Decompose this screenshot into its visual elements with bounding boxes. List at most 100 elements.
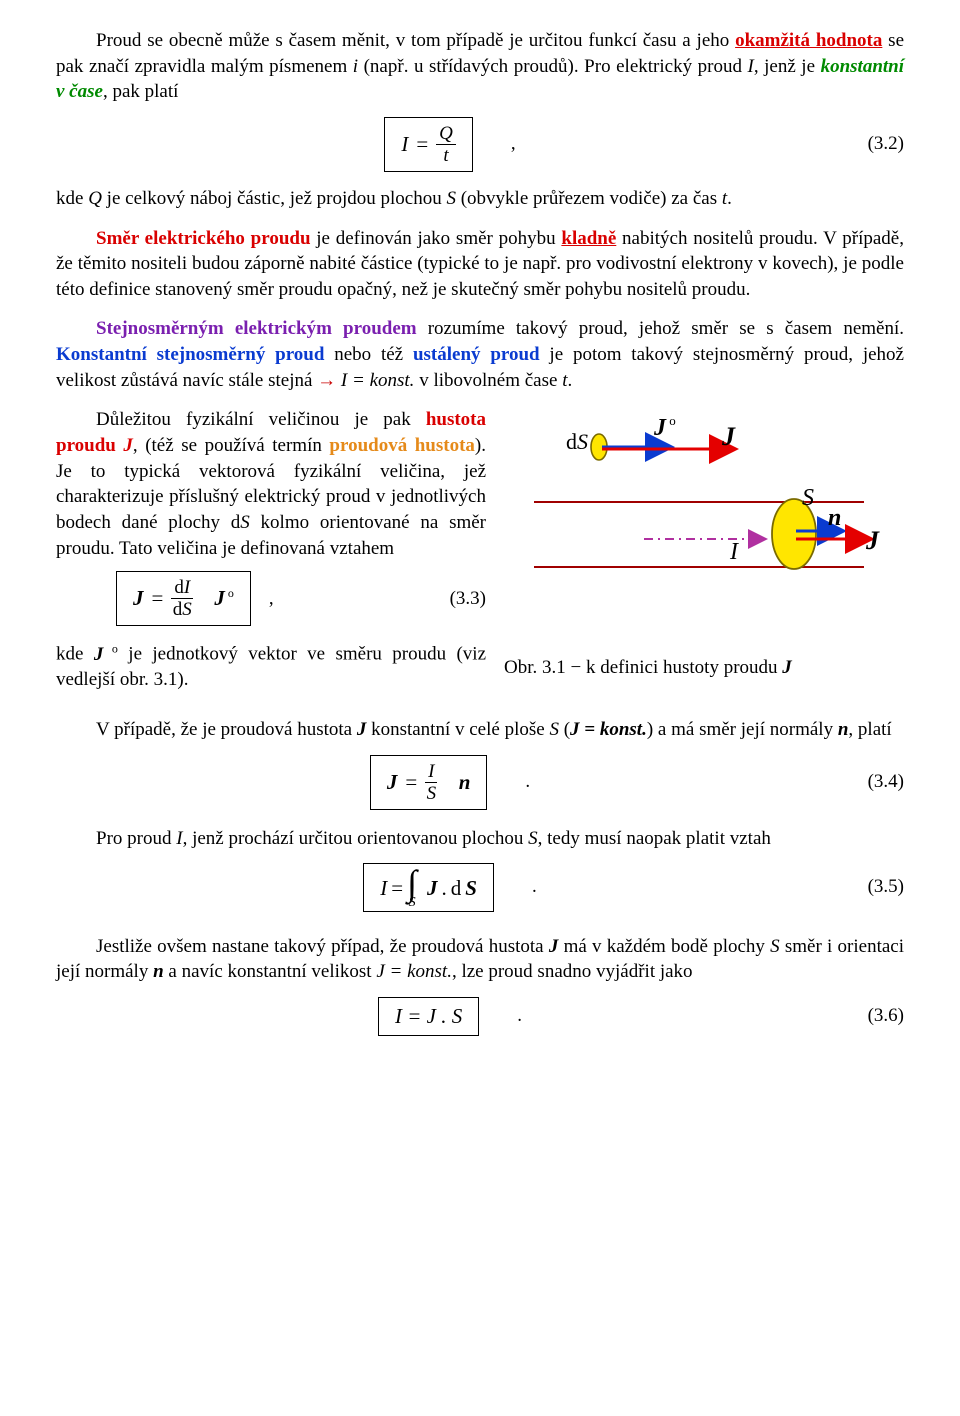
var-J: J xyxy=(782,657,792,678)
d: d xyxy=(451,876,462,901)
text: , jenž je xyxy=(754,56,821,77)
var-J: J xyxy=(357,719,367,740)
equation-3-4: J = I S n . (3.4) xyxy=(56,755,904,810)
text: Jestliže ovšem nastane takový případ, že… xyxy=(96,936,549,957)
term-kladne: kladně xyxy=(561,228,616,249)
paragraph-2: kde Q je celkový náboj částic, jež projd… xyxy=(56,186,904,212)
var-S: S xyxy=(182,599,192,620)
text: Důležitou fyzikální veličinou je pak xyxy=(96,409,426,430)
text: Pro proud xyxy=(96,828,176,849)
text: , (též se používá termín xyxy=(133,435,330,456)
text: , tedy musí naopak platit vztah xyxy=(538,828,771,849)
equation-number: (3.2) xyxy=(844,133,904,155)
term-hustota-J: J xyxy=(123,435,133,456)
svg-text:n: n xyxy=(828,505,841,531)
equation-3-6: I = J . S . (3.6) xyxy=(56,997,904,1036)
fraction: dI dS xyxy=(171,578,193,619)
var-n: n xyxy=(838,719,849,740)
term-smer: Směr elektrického proudu xyxy=(96,228,311,249)
text: . xyxy=(727,188,732,209)
text: je celkový náboj částic, jež projdou plo… xyxy=(102,188,447,209)
frac-den: t xyxy=(443,145,448,165)
text: v libovolném čase xyxy=(414,370,562,391)
arrow-icon: → xyxy=(317,370,336,391)
text: kde xyxy=(56,188,88,209)
var-J: J xyxy=(427,876,438,901)
term-ustaleny: ustálený proud xyxy=(413,344,540,365)
text: ) a má směr její normály xyxy=(647,719,838,740)
paragraph-7: V případě, že je proudová hustota J kons… xyxy=(56,717,904,743)
two-column-block: Důležitou fyzikální veličinou je pak hus… xyxy=(56,407,904,698)
paragraph-6: kde J o je jednotkový vektor ve směru pr… xyxy=(56,640,486,693)
var-S: S xyxy=(770,936,780,957)
svg-text:J o: J o xyxy=(653,413,676,441)
text: rozumíme takový proud, jehož směr se s č… xyxy=(417,318,904,339)
svg-text:I: I xyxy=(729,539,739,565)
eq-comma: , xyxy=(511,133,516,155)
text: (např. u střídavých proudů). Pro elektri… xyxy=(358,56,747,77)
eq-comma: , xyxy=(269,588,274,610)
text: Obr. 3.1 − k definici hustoty proudu xyxy=(504,657,782,678)
eq-equals: = xyxy=(152,586,164,611)
expr-J-konst: J = konst. xyxy=(376,961,452,982)
var-n: n xyxy=(459,770,471,795)
var-S: S xyxy=(528,828,538,849)
equation-number: (3.3) xyxy=(426,588,486,610)
integral-icon: ∫ S xyxy=(407,868,417,908)
equation-number: (3.4) xyxy=(844,771,904,793)
paragraph-9: Jestliže ovšem nastane takový případ, že… xyxy=(56,934,904,985)
figure-caption: Obr. 3.1 − k definici hustoty proudu J xyxy=(504,655,904,681)
d: d xyxy=(174,577,184,598)
eq-lhs: J xyxy=(133,586,144,611)
paragraph-8: Pro proud I, jenž prochází určitou orien… xyxy=(56,826,904,852)
equation-3-2: I = Q t , (3.2) xyxy=(56,117,904,172)
equation-number: (3.5) xyxy=(844,876,904,898)
term-konst-sp: Konstantní stejnosměrný proud xyxy=(56,344,324,365)
text: , jenž prochází určitou orientovanou plo… xyxy=(183,828,529,849)
var-Q: Q xyxy=(88,188,102,209)
text: Proud se obecně může s časem měnit, v to… xyxy=(96,30,735,51)
text: a navíc konstantní velikost xyxy=(164,961,377,982)
svg-text:dS: dS xyxy=(566,429,588,454)
paragraph-1: Proud se obecně může s časem měnit, v to… xyxy=(56,28,904,105)
eq-equals: = xyxy=(391,876,403,901)
eq-dot: . xyxy=(525,771,530,793)
text: , platí xyxy=(848,719,891,740)
svg-text:J: J xyxy=(721,422,736,451)
text: je jednotkový vektor ve směru proudu (vi… xyxy=(56,644,486,691)
eq-dot: . xyxy=(532,876,537,898)
vec-Jo: J o xyxy=(94,644,118,665)
vec-Jo: J o xyxy=(214,586,234,611)
term-proudova-hustota: proudová hustota xyxy=(329,435,475,456)
text: (obvykle průřezem vodiče) za čas xyxy=(456,188,722,209)
var-J: J xyxy=(549,936,559,957)
text: konstantní v celé ploše xyxy=(366,719,549,740)
eq-equals: = xyxy=(416,132,428,157)
var-S: S xyxy=(549,719,559,740)
var-S: S xyxy=(240,512,250,533)
frac-num: I xyxy=(425,762,437,783)
fraction: I S xyxy=(425,762,437,803)
var-S: S xyxy=(446,188,456,209)
paragraph-3: Směr elektrického proudu je definován ja… xyxy=(56,226,904,303)
text: , pak platí xyxy=(103,81,178,102)
d: d xyxy=(173,599,183,620)
equation-3-3: J = dI dS J o , (3.3) xyxy=(56,571,486,626)
frac-num: Q xyxy=(436,124,456,145)
expr-I-konst: I = konst. xyxy=(341,370,415,391)
frac-den: S xyxy=(427,783,437,803)
svg-text:J: J xyxy=(865,526,880,555)
eq-lhs: I xyxy=(401,132,408,157)
eq-equals: = xyxy=(405,770,417,795)
text: ( xyxy=(559,719,570,740)
expr-J-konst: J = konst. xyxy=(570,719,647,740)
text: kde xyxy=(56,644,94,665)
text: je definován jako směr pohybu xyxy=(311,228,562,249)
figure-3-1: dS J o J S n J I xyxy=(504,407,884,607)
eq-lhs: J xyxy=(387,770,398,795)
text: . xyxy=(567,370,572,391)
eq-expr: I = J . S xyxy=(395,1004,462,1029)
var-n: n xyxy=(153,961,164,982)
var-I: I xyxy=(184,577,190,598)
eq-dot: . xyxy=(517,1005,522,1027)
